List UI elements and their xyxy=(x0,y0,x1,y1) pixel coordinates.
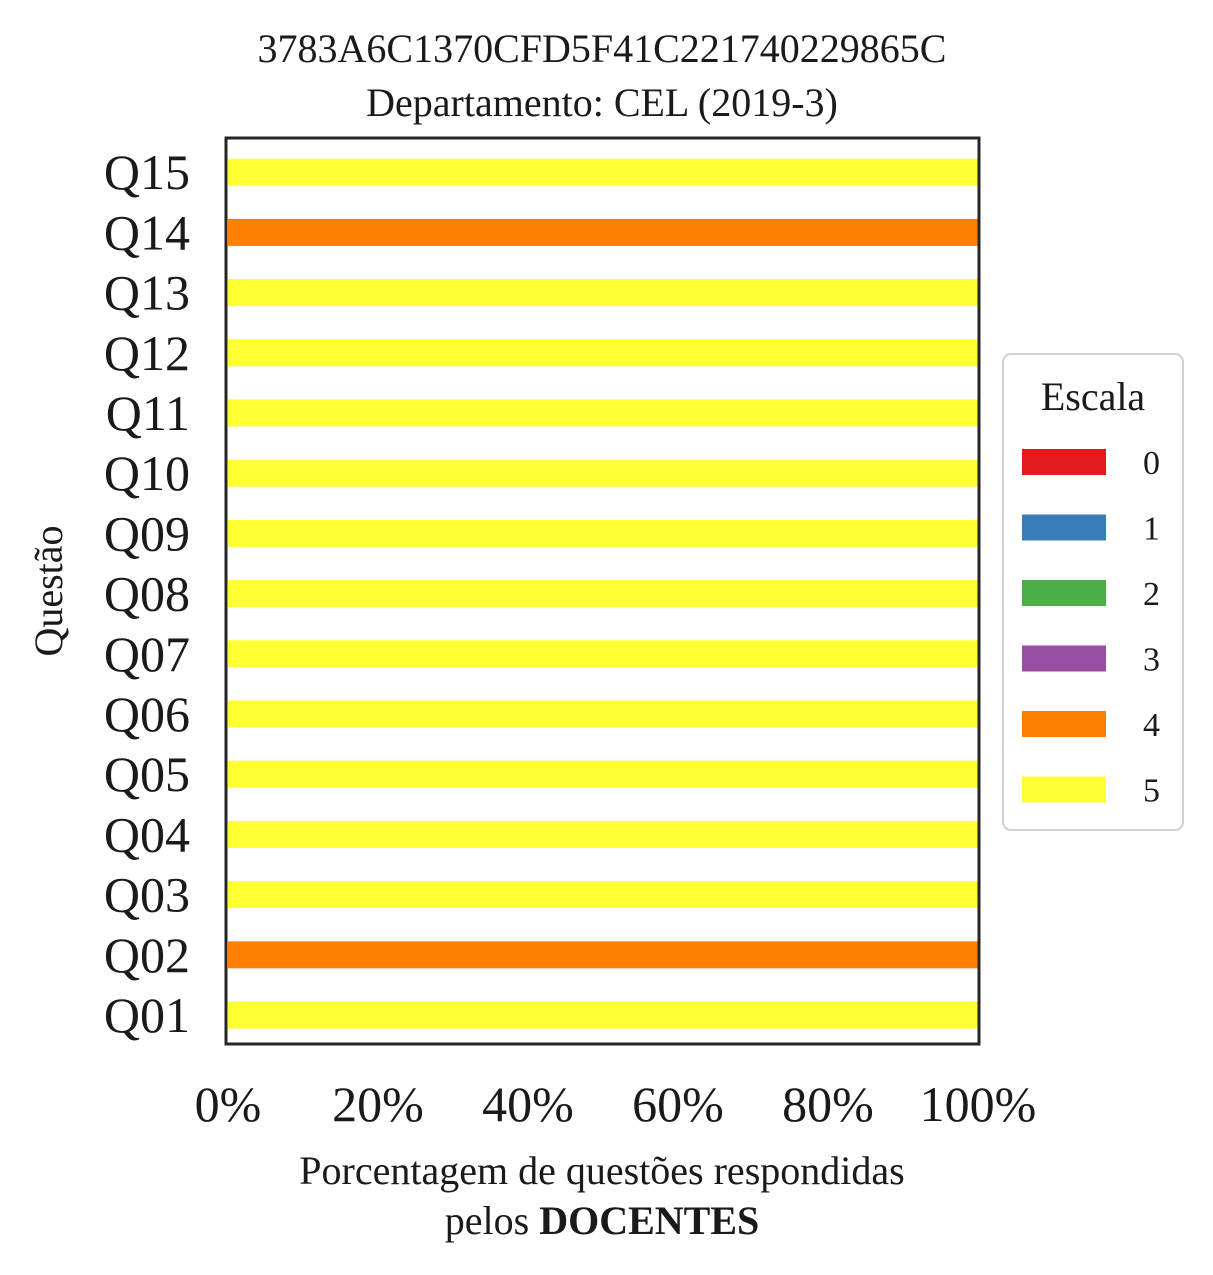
bar-q07-scale-5 xyxy=(228,640,978,668)
legend-swatch-4 xyxy=(1022,711,1106,737)
x-tick-label: 60% xyxy=(632,1076,724,1132)
y-tick-label: Q13 xyxy=(104,265,190,321)
bar-q14-scale-4 xyxy=(228,218,978,246)
bar-q04-scale-5 xyxy=(228,820,978,848)
bar-q01-scale-5 xyxy=(228,1001,978,1029)
legend-items: 0 1 2 3 4 5 xyxy=(1022,445,1160,810)
bars-group xyxy=(228,158,978,1029)
y-tick-label: Q01 xyxy=(104,987,190,1043)
legend-label-2: 2 xyxy=(1143,576,1160,613)
bar-q09-scale-5 xyxy=(228,519,978,547)
x-tick-label: 20% xyxy=(332,1076,424,1132)
y-tick-label: Q02 xyxy=(104,927,190,983)
x-tick-labels: 0% 20% 40% 60% 80% 100% xyxy=(195,1076,1037,1132)
y-tick-label: Q11 xyxy=(106,385,190,441)
chart-title: 3783A6C1370CFD5F41C221740229865C xyxy=(258,26,947,71)
y-tick-label: Q14 xyxy=(104,204,190,260)
plot-frame xyxy=(224,136,981,1046)
legend-swatch-5 xyxy=(1022,776,1106,803)
x-axis-label-bold: DOCENTES xyxy=(539,1198,759,1243)
bar-q03-scale-5 xyxy=(228,881,978,909)
bar-q12-scale-5 xyxy=(228,339,978,367)
bar-q13-scale-5 xyxy=(228,279,978,307)
x-tick-label: 100% xyxy=(920,1076,1037,1132)
y-tick-label: Q08 xyxy=(104,566,190,622)
x-tick-label: 0% xyxy=(195,1076,262,1132)
legend-label-0: 0 xyxy=(1143,445,1160,482)
legend-swatch-2 xyxy=(1022,580,1106,606)
bar-q15-scale-5 xyxy=(228,158,978,186)
chart-subtitle: Departamento: CEL (2019-3) xyxy=(366,80,838,125)
legend-label-4: 4 xyxy=(1143,707,1160,744)
y-tick-label: Q09 xyxy=(104,505,190,561)
x-axis-label-line2: pelos DOCENTES xyxy=(445,1198,760,1243)
y-tick-label: Q06 xyxy=(104,686,190,742)
y-tick-label: Q10 xyxy=(104,445,190,501)
legend: Escala 0 1 2 3 4 5 xyxy=(1002,353,1184,831)
bar-q11-scale-5 xyxy=(228,399,978,427)
y-axis-label: Questão xyxy=(26,525,71,656)
bar-q02-scale-4 xyxy=(228,941,978,969)
legend-swatch-1 xyxy=(1022,514,1106,541)
legend-swatch-3 xyxy=(1022,645,1106,672)
legend-label-1: 1 xyxy=(1143,511,1160,548)
y-tick-label: Q07 xyxy=(104,626,190,682)
bar-q06-scale-5 xyxy=(228,700,978,728)
x-axis-label-line1: Porcentagem de questões respondidas xyxy=(299,1148,904,1193)
x-tick-label: 40% xyxy=(482,1076,574,1132)
legend-title: Escala xyxy=(1041,374,1146,419)
legend-label-3: 3 xyxy=(1143,642,1160,679)
legend-label-5: 5 xyxy=(1143,773,1160,810)
y-tick-label: Q12 xyxy=(104,325,190,381)
y-tick-labels: Q01Q02Q03Q04Q05Q06Q07Q08Q09Q10Q11Q12Q13Q… xyxy=(104,144,190,1043)
legend-swatch-0 xyxy=(1022,449,1106,475)
bar-q10-scale-5 xyxy=(228,459,978,487)
y-tick-label: Q04 xyxy=(104,806,190,862)
bar-q08-scale-5 xyxy=(228,580,978,608)
y-tick-label: Q03 xyxy=(104,867,190,923)
y-tick-label: Q05 xyxy=(104,746,190,802)
y-tick-label: Q15 xyxy=(104,144,190,200)
bar-q05-scale-5 xyxy=(228,760,978,788)
x-axis-label-prefix: pelos xyxy=(445,1198,539,1243)
x-tick-label: 80% xyxy=(782,1076,874,1132)
